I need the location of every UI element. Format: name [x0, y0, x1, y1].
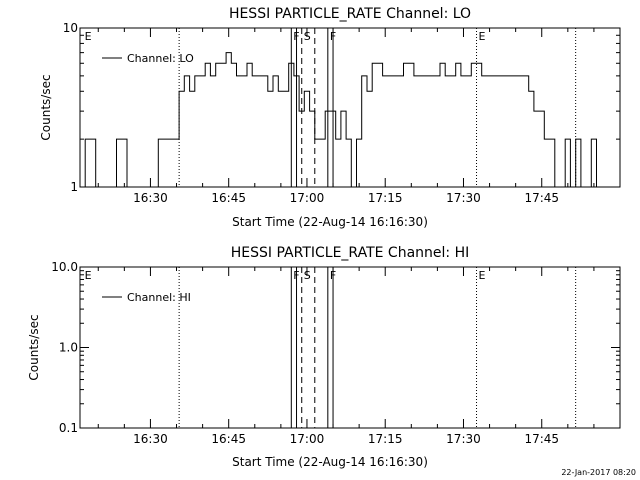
y-tick-label: 0.1: [59, 421, 78, 435]
marker-label: E: [479, 269, 486, 282]
y-tick-label: 1.0: [59, 341, 78, 355]
x-tick-label: 16:30: [133, 191, 168, 205]
series-line: [80, 52, 620, 187]
x-tick-label: 16:45: [211, 432, 246, 446]
chart-title: HESSI PARTICLE_RATE Channel: HI: [231, 245, 469, 261]
panel-lo: HESSI PARTICLE_RATE Channel: LO 16:30 16:4…: [39, 6, 621, 229]
marker-label: E: [85, 269, 92, 282]
legend-label: Channel: LO: [127, 52, 194, 65]
x-tick-label: 17:15: [368, 432, 403, 446]
marker-label: E: [479, 30, 486, 43]
x-tick-label: 16:45: [211, 191, 246, 205]
x-tick-label: 17:30: [446, 191, 481, 205]
y-tick-label: 10: [63, 21, 78, 35]
x-tick-label: 17:45: [524, 191, 559, 205]
panel-hi: HESSI PARTICLE_RATE Channel: HI 16:30 16:4…: [27, 245, 621, 469]
y-tick-label: 10.0: [51, 260, 78, 274]
legend-label: Channel: HI: [127, 291, 191, 304]
marker-label: E: [85, 30, 92, 43]
plot-frame: [79, 27, 621, 188]
footer-timestamp: 22-Jan-2017 08:20: [561, 468, 636, 477]
x-tick-label: 17:00: [290, 191, 325, 205]
x-axis-label: Start Time (22-Aug-14 16:16:30): [232, 455, 428, 469]
marker-label: S: [304, 269, 311, 282]
y-axis-label: Counts/sec: [39, 74, 53, 140]
y-tick-label: 1: [70, 180, 78, 194]
x-tick-label: 17:45: [524, 432, 559, 446]
x-tick-label: 17:00: [290, 432, 325, 446]
chart-title: HESSI PARTICLE_RATE Channel: LO: [229, 6, 471, 22]
x-tick-label: 17:30: [446, 432, 481, 446]
marker-label: S: [304, 30, 311, 43]
y-axis-label: Counts/sec: [27, 314, 41, 380]
x-axis-label: Start Time (22-Aug-14 16:16:30): [232, 215, 428, 229]
x-tick-label: 16:30: [133, 432, 168, 446]
x-tick-label: 17:15: [368, 191, 403, 205]
